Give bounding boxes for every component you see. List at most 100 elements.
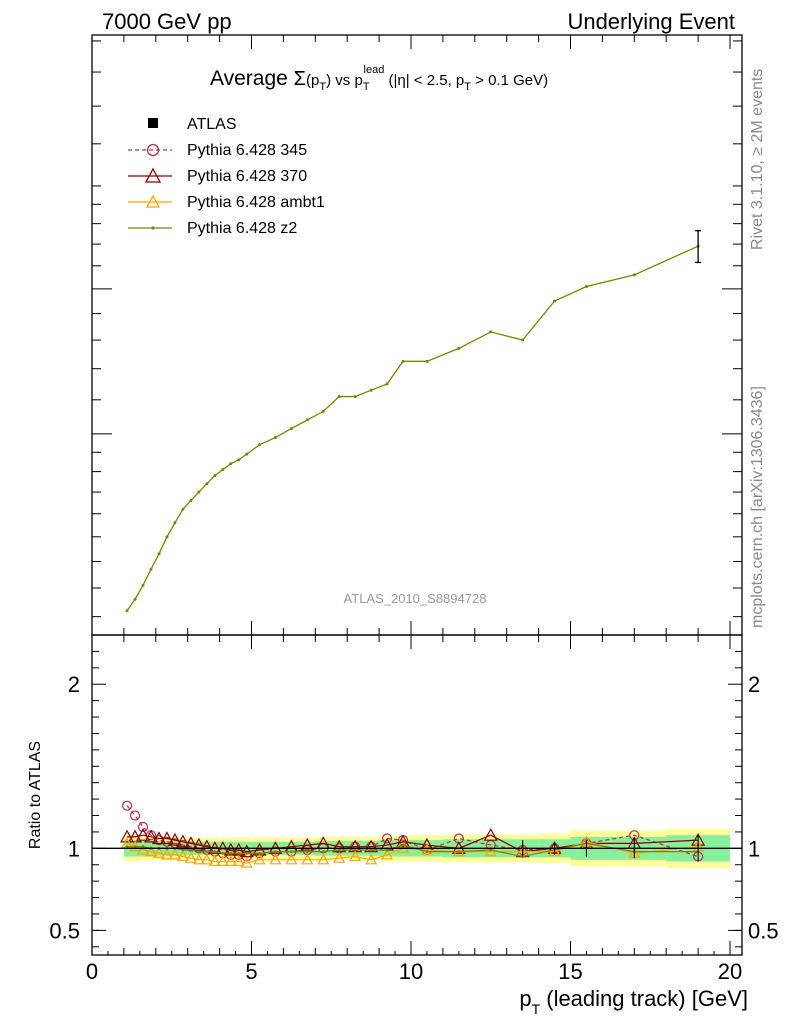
legend-label-370: Pythia 6.428 370 (187, 168, 307, 185)
side-label-mcplots: mcplots.cern.ch [arXiv:1306.3436] (749, 386, 766, 628)
ratio-point (305, 850, 309, 854)
x-tick-label: 5 (245, 959, 257, 984)
legend-item-345: Pythia 6.428 345 (128, 142, 307, 159)
main-point-z2 (245, 452, 249, 456)
ratio-point (285, 853, 298, 865)
main-point-z2 (457, 346, 461, 350)
ratio-point (197, 850, 201, 854)
ratio-point (420, 843, 433, 855)
legend-item-370: Pythia 6.428 370 (128, 167, 307, 185)
ratio-point (223, 842, 238, 856)
main-point-z2 (632, 273, 636, 277)
ratio-point (121, 800, 133, 811)
ratio-point (137, 843, 150, 855)
ratio-point (548, 845, 561, 857)
ratio-y-tick-label-left: 0.5 (49, 918, 80, 943)
ratio-point (205, 850, 209, 854)
ratio-point (125, 845, 129, 849)
side-label-rivet: Rivet 3.1.10, ≥ 2M events (749, 69, 766, 250)
ratio-series-line (126, 841, 699, 864)
ratio-point (168, 848, 181, 860)
ratio-plot-frame (91, 634, 743, 956)
legend-label-345: Pythia 6.428 345 (187, 142, 307, 159)
main-point-z2 (553, 299, 557, 303)
ratio-y-axis-label: Ratio to ATLAS (27, 741, 44, 849)
main-point-z2 (173, 521, 177, 525)
x-tick-label: 0 (86, 959, 98, 984)
ratio-point (269, 853, 282, 865)
ratio-point (385, 848, 389, 852)
ratio-point (289, 850, 293, 854)
ratio-point (129, 810, 141, 821)
ratio-point (300, 837, 315, 851)
main-point-z2 (229, 462, 233, 466)
legend-item-z2: Pythia 6.428 z2 (128, 220, 297, 237)
legend-label-ambt1: Pythia 6.428 ambt1 (187, 194, 325, 211)
main-point-z2 (149, 567, 153, 571)
ratio-point (231, 842, 246, 856)
ratio-point (152, 847, 166, 858)
ratio-point (317, 853, 330, 865)
main-point-z2 (385, 382, 389, 386)
ratio-point (369, 848, 373, 852)
ratio-point (189, 848, 193, 852)
ratio-point (176, 850, 189, 862)
ratio-point (200, 853, 213, 865)
ratio-y-tick-label-right: 0.5 (748, 918, 779, 943)
ratio-point (136, 827, 151, 841)
legend-item-ambt1: Pythia 6.428 ambt1 (128, 194, 325, 211)
ratio-point (401, 843, 405, 847)
ratio-point (141, 845, 145, 849)
main-point-z2 (237, 458, 241, 462)
x-tick-label: 10 (399, 959, 423, 984)
ratio-point (151, 831, 167, 845)
legend-marker-345 (146, 143, 160, 157)
ratio-point (457, 850, 461, 854)
ratio-series-group (92, 800, 742, 868)
ratio-point (137, 821, 149, 833)
legend-marker-370 (144, 167, 162, 183)
ratio-point (184, 851, 197, 863)
main-point-z2 (337, 395, 341, 399)
main-point-z2 (165, 535, 169, 539)
main-plot-panel: Average Σ(pT) vs pTlead (|η| < 2.5, pT >… (91, 34, 743, 636)
main-series-group (125, 230, 702, 613)
ratio-point (364, 839, 379, 853)
ratio-point (321, 850, 325, 854)
ratio-point (425, 850, 429, 854)
ratio-point (144, 845, 158, 857)
main-point-z2 (197, 490, 201, 494)
main-point-z2 (521, 338, 525, 342)
ratio-point (258, 851, 261, 855)
ratio-point (332, 839, 347, 853)
ratio-point (253, 853, 266, 865)
ratio-y-tick-label-right: 2 (748, 672, 760, 697)
main-point-z2 (369, 388, 373, 392)
ratio-point (216, 855, 229, 867)
legend-marker-atlas (148, 118, 158, 128)
main-point-z2 (141, 583, 145, 587)
ratio-axis-ticks: 0.5 0.51 12 20 5 10 15 20 (49, 635, 779, 984)
x-tick-label: 15 (558, 959, 582, 984)
ratio-point (240, 856, 253, 868)
legend-marker-z2 (151, 226, 155, 230)
main-point-z2 (305, 418, 309, 422)
ratio-point (144, 829, 159, 843)
main-point-z2 (133, 597, 137, 601)
main-title: Average Σ(pT) vs pTlead (|η| < 2.5, pT >… (210, 64, 548, 93)
main-point-z2 (181, 507, 185, 511)
x-axis-label: pT (leading track) [GeV] (519, 986, 748, 1017)
ratio-point (301, 853, 314, 865)
main-point-z2 (401, 359, 405, 363)
main-series-line-z2 (126, 245, 699, 612)
x-tick-label: 20 (718, 959, 742, 984)
ratio-point (208, 855, 221, 867)
main-point-z2 (221, 468, 225, 472)
main-axis-ticks (91, 35, 742, 635)
ratio-point (365, 853, 378, 865)
ratio-point (133, 845, 137, 849)
ratio-point (232, 855, 245, 867)
ratio-point (483, 827, 498, 841)
ratio-point (159, 831, 174, 845)
main-point-z2 (273, 436, 277, 440)
